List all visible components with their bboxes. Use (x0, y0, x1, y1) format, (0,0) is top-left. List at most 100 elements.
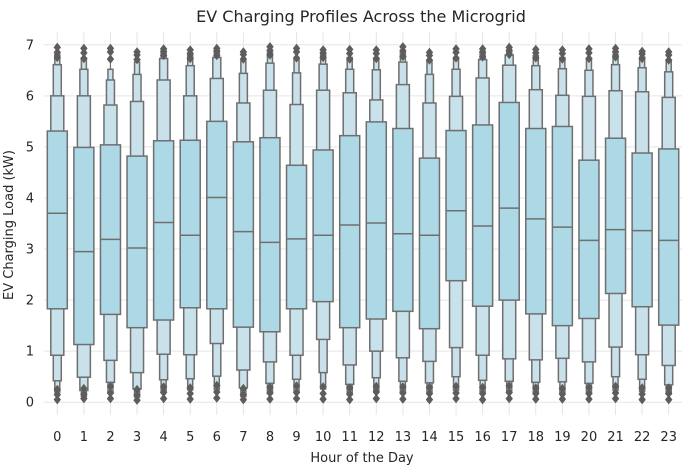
chart-title: EV Charging Profiles Across the Microgri… (196, 7, 526, 26)
outlier-marker (532, 44, 540, 55)
y-tick-label: 6 (26, 89, 34, 104)
outlier-marker (478, 44, 487, 54)
outlier-marker (239, 383, 248, 394)
outlier-marker (532, 388, 540, 399)
outlier-marker (585, 388, 593, 399)
outlier-marker (133, 395, 141, 405)
outlier-marker (186, 383, 194, 393)
outlier-marker (345, 395, 354, 405)
outlier-marker (611, 52, 620, 62)
outlier-marker (186, 53, 194, 64)
outlier-marker (372, 45, 381, 55)
outlier-marker (239, 389, 248, 400)
x-tick-label: 21 (607, 430, 624, 445)
outlier-marker (106, 54, 115, 64)
outlier-marker (80, 53, 88, 64)
outlier-marker (532, 383, 540, 393)
hour-boxen-group (551, 45, 574, 404)
x-tick-label: 16 (474, 430, 491, 445)
outlier-marker (638, 383, 646, 393)
box-main (285, 164, 308, 310)
hour-boxen-group (206, 43, 228, 403)
outlier-marker (159, 394, 168, 404)
outlier-marker (585, 382, 593, 393)
outlier-marker (213, 387, 221, 397)
box-main (73, 146, 95, 346)
outlier-marker (478, 388, 487, 399)
hour-boxen-group (392, 42, 414, 404)
outlier-marker (585, 53, 593, 64)
x-tick-label: 22 (634, 430, 651, 445)
outlier-marker (292, 381, 301, 391)
hour-boxen-group (338, 44, 361, 405)
outlier-marker (213, 393, 221, 403)
box-main (152, 140, 175, 321)
outlier-marker (399, 394, 407, 404)
x-tick-label: 13 (395, 430, 412, 445)
outlier-marker (53, 42, 62, 52)
outlier-marker (266, 42, 274, 52)
outlier-marker (266, 382, 274, 393)
outlier-marker (372, 387, 381, 397)
x-tick-label: 19 (554, 430, 571, 445)
outlier-marker (399, 42, 407, 52)
x-tick-label: 14 (421, 430, 438, 445)
outlier-marker (611, 388, 620, 398)
outlier-marker (425, 382, 434, 393)
y-tick-label: 7 (26, 38, 34, 53)
outlier-marker (372, 381, 381, 392)
hour-boxen-group (259, 42, 281, 404)
hour-boxen-group (525, 44, 547, 404)
outlier-marker (345, 44, 354, 55)
y-axis-label: EV Charging Load (kW) (2, 150, 17, 300)
outlier-marker (558, 45, 567, 55)
box-main (551, 125, 574, 327)
outlier-marker (478, 52, 487, 62)
outlier-marker (292, 387, 301, 398)
y-tick-label: 2 (26, 294, 34, 309)
outlier-marker (159, 44, 168, 54)
x-tick-label: 0 (53, 430, 61, 445)
hour-boxen-group (578, 44, 600, 404)
outlier-marker (133, 384, 141, 395)
outlier-marker (558, 389, 567, 399)
hour-boxen-group (46, 42, 69, 405)
hour-boxen-group (179, 45, 201, 404)
y-tick-label: 4 (26, 191, 34, 206)
outlier-marker (638, 46, 646, 57)
x-tick-label: 3 (133, 430, 141, 445)
outlier-marker (186, 45, 194, 55)
hour-boxen-group (631, 46, 653, 405)
y-tick-label: 3 (26, 243, 34, 258)
outlier-marker (664, 395, 673, 405)
hour-boxen-group (445, 44, 467, 404)
outlier-marker (106, 43, 115, 53)
outlier-marker (585, 44, 593, 54)
x-tick-label: 1 (80, 430, 88, 445)
box-main (445, 129, 467, 282)
outlier-marker (345, 383, 354, 393)
outlier-marker (611, 43, 620, 53)
outlier-marker (399, 382, 407, 392)
hour-boxen-group (285, 43, 308, 404)
outlier-marker (53, 395, 62, 405)
box-main (604, 137, 627, 295)
outlier-marker (106, 394, 115, 404)
outlier-marker (399, 51, 407, 62)
outlier-marker (452, 53, 460, 63)
outlier-marker (292, 394, 301, 404)
x-tick-label: 10 (315, 430, 332, 445)
outlier-marker (53, 384, 62, 395)
box-main (338, 134, 361, 329)
outlier-marker (319, 388, 327, 399)
outlier-marker (664, 383, 673, 393)
box-main (578, 159, 600, 320)
outlier-marker (372, 53, 381, 64)
box-main (365, 121, 388, 320)
outlier-marker (345, 54, 354, 64)
outlier-marker (478, 382, 487, 393)
outlier-marker (292, 53, 301, 63)
outlier-marker (638, 395, 646, 405)
